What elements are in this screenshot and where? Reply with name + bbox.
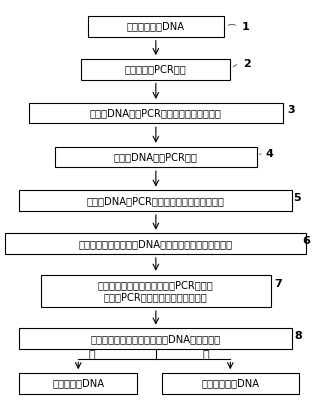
- Text: 2: 2: [243, 60, 251, 70]
- Bar: [5, 234, 306, 254]
- Text: 判断样品中是否存在于甲基化DNA一致的信号: 判断样品中是否存在于甲基化DNA一致的信号: [91, 334, 221, 344]
- Bar: [162, 373, 299, 394]
- Text: 3: 3: [287, 105, 295, 115]
- Bar: [41, 274, 271, 307]
- Text: 4: 4: [265, 149, 273, 159]
- Bar: [81, 59, 230, 80]
- Bar: [19, 190, 292, 211]
- Text: 存在甲基化DNA: 存在甲基化DNA: [52, 378, 104, 388]
- Text: 不存在甲基化DNA: 不存在甲基化DNA: [201, 378, 259, 388]
- Text: 1: 1: [242, 22, 250, 32]
- Text: 是: 是: [89, 350, 95, 360]
- Text: 对标准DNA进行PCR扩增，并测定解链温度: 对标准DNA进行PCR扩增，并测定解链温度: [90, 108, 222, 118]
- Text: 对待测DNA进行PCR扩增: 对待测DNA进行PCR扩增: [114, 152, 198, 162]
- Text: 以荧光标记的尾引物进行二次PCR扩增，
并测定PCR产物在毛细管电泳迁移率: 以荧光标记的尾引物进行二次PCR扩增， 并测定PCR产物在毛细管电泳迁移率: [98, 280, 214, 302]
- Bar: [29, 103, 283, 124]
- Bar: [19, 373, 137, 394]
- Text: 否: 否: [202, 350, 209, 360]
- Text: 亚硫酸盐处理DNA: 亚硫酸盐处理DNA: [127, 22, 185, 32]
- Text: 设计并合成PCR引物: 设计并合成PCR引物: [125, 64, 187, 74]
- Text: 8: 8: [295, 330, 302, 340]
- Text: 5: 5: [293, 193, 301, 203]
- Text: 7: 7: [275, 279, 282, 289]
- Bar: [55, 146, 257, 167]
- Text: 6: 6: [302, 236, 310, 246]
- Bar: [88, 16, 224, 37]
- Text: 将待测DNA的PCR扩增产物加熱至一特定温度: 将待测DNA的PCR扩增产物加熱至一特定温度: [87, 196, 225, 206]
- Bar: [19, 328, 292, 349]
- Text: 立即冷却，加入对单链DNA敏感的核酸内切酶进行消化: 立即冷却，加入对单链DNA敏感的核酸内切酶进行消化: [79, 239, 233, 249]
